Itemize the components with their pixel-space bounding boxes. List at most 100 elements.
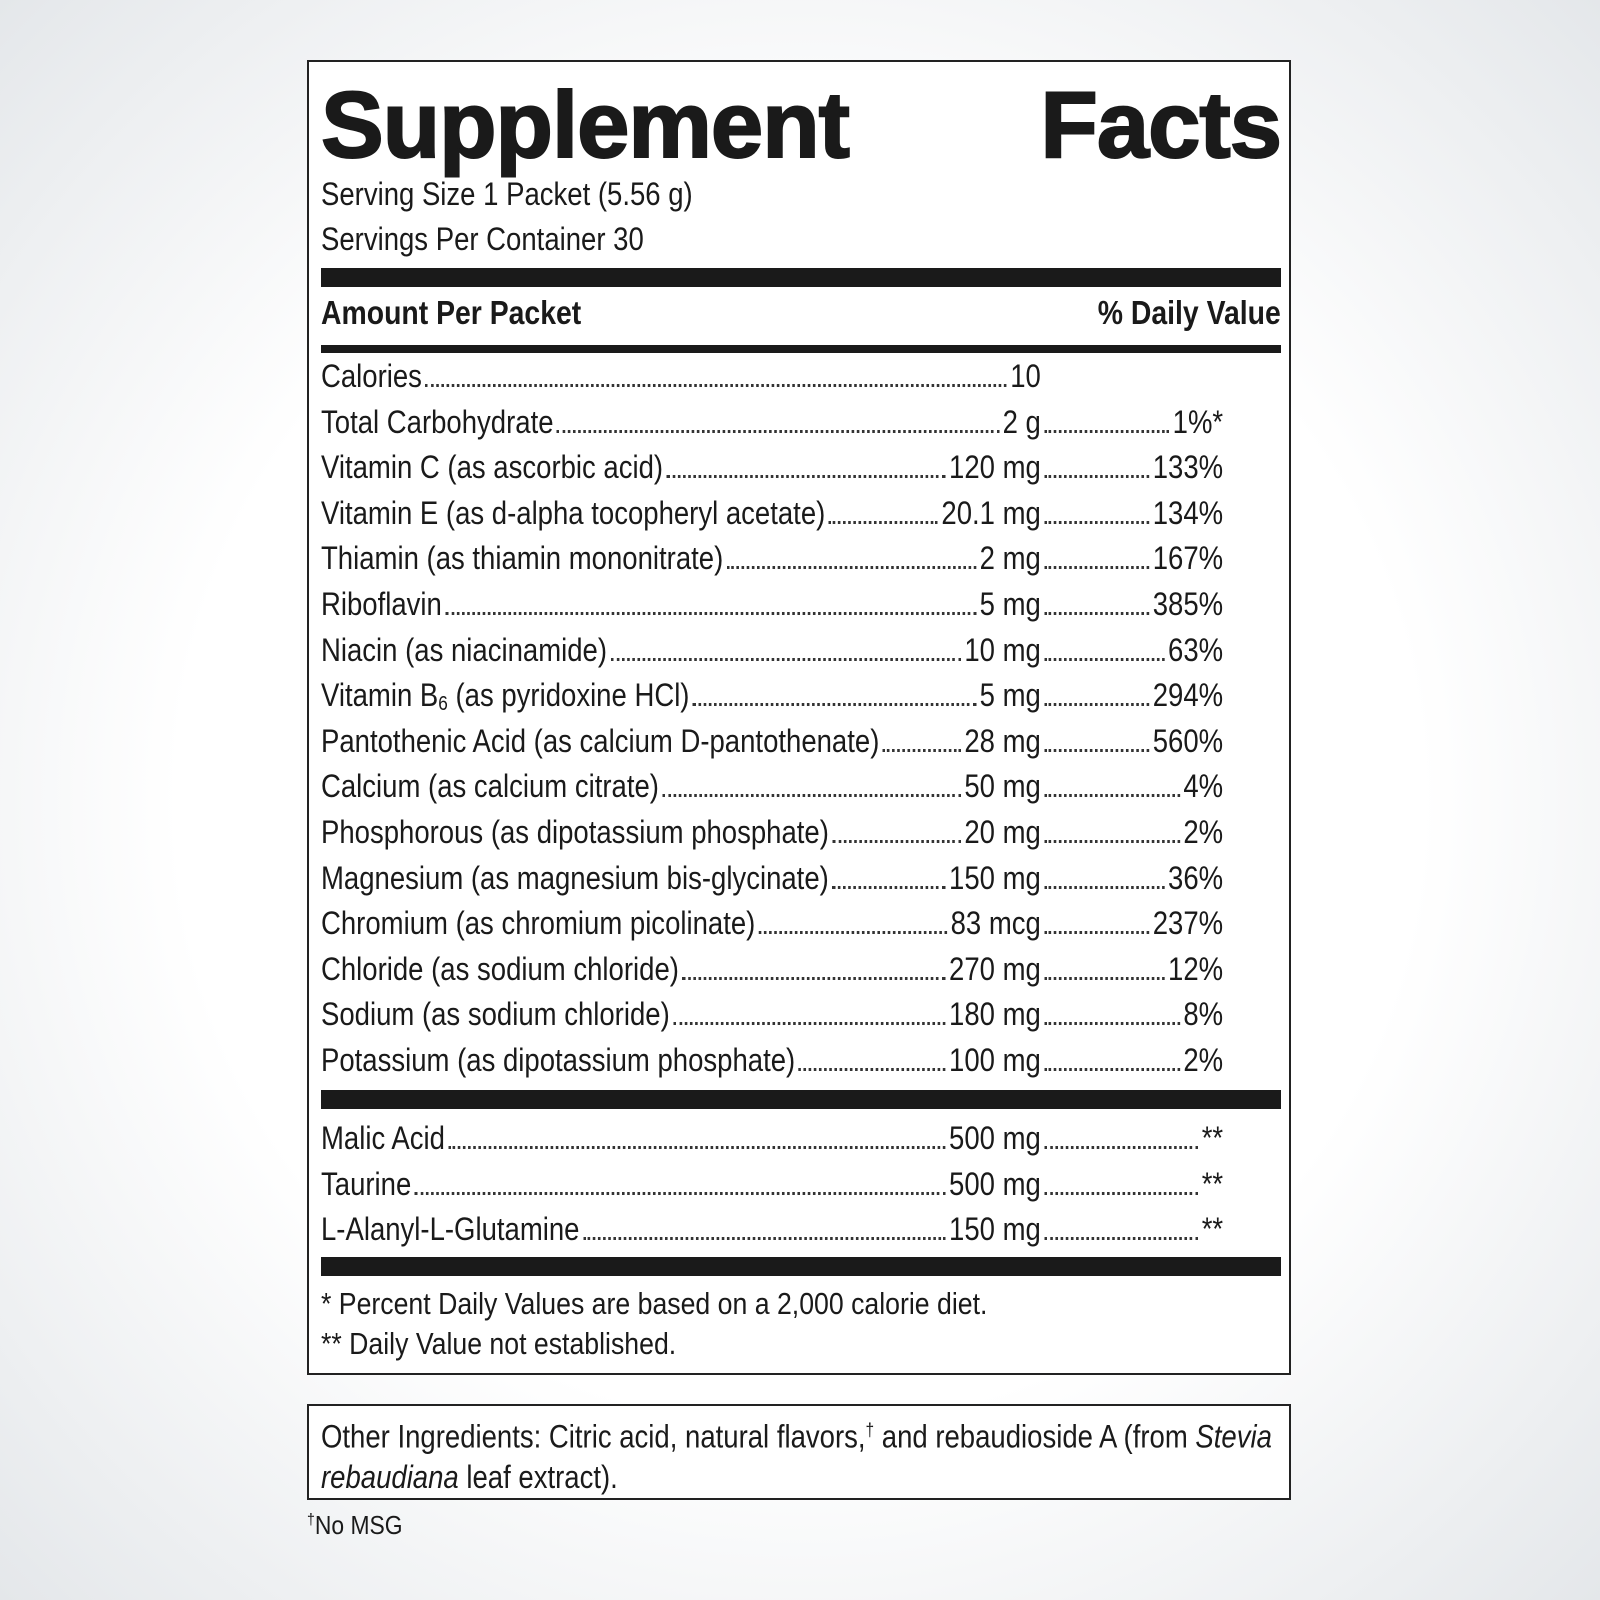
daily-value: **	[1201, 1211, 1224, 1248]
daily-value: 8%	[1183, 996, 1224, 1033]
leader-dots	[692, 703, 977, 707]
nutrient-name-group: Vitamin B6 (as pyridoxine HCl)	[321, 673, 689, 728]
ingredient-text: Other Ingredients: Citric acid, natural …	[321, 1418, 866, 1455]
nutrient-name-group: Total Carbohydrate	[321, 400, 554, 446]
nutrient-name: Thiamin (as thiamin mononitrate)	[321, 540, 724, 577]
daily-value: 294%	[1152, 677, 1224, 714]
leader-dots	[1044, 520, 1150, 524]
nutrient-row: Chromium (as chromium picolinate) 83 mcg 2…	[321, 901, 1281, 947]
leader-dots	[1044, 839, 1180, 843]
ingredient-text: Stevia rebaudiana	[321, 1418, 1272, 1495]
daily-value-heading: % Daily Value	[1097, 294, 1281, 331]
daily-value: 12%	[1168, 950, 1224, 987]
daily-value: 385%	[1152, 585, 1224, 622]
nutrient-name-group: Vitamin C (as ascorbic acid)	[321, 445, 663, 491]
amount: 270 mg	[949, 950, 1041, 987]
nutrient-name-group: Calories	[321, 354, 422, 400]
nutrient-name-group: Thiamin (as thiamin mononitrate)	[321, 536, 723, 582]
daily-value-cell: 237%	[1041, 901, 1223, 947]
nutrient-name-group: Pantothenic Acid (as calcium D-pantothen…	[321, 719, 879, 765]
nutrient-row: Calcium (as calcium citrate) 50 mg 4%	[321, 764, 1281, 810]
other-ingredients: Other Ingredients: Citric acid, natural …	[321, 1410, 1281, 1497]
daily-value-cell: 134%	[1041, 491, 1223, 537]
nutrient-row: Chloride (as sodium chloride) 270 mg 12%	[321, 947, 1281, 993]
leader-dots	[1044, 429, 1170, 433]
nutrient-row: Riboflavin 5 mg 385%	[321, 582, 1281, 628]
daily-value: 237%	[1152, 905, 1224, 942]
nutrient-name-group: Calcium (as calcium citrate)	[321, 764, 659, 810]
other-ingredients-box: Other Ingredients: Citric acid, natural …	[307, 1404, 1291, 1500]
nutrient-name-group: Niacin (as niacinamide)	[321, 628, 607, 674]
nutrient-name: Chloride (as sodium chloride)	[321, 950, 679, 987]
daily-value-cell: 560%	[1041, 719, 1223, 765]
daily-value-cell: 133%	[1041, 445, 1223, 491]
nutrient-name: Vitamin B	[321, 677, 439, 714]
leader-dots	[673, 1022, 946, 1026]
leader-dots	[448, 1146, 946, 1149]
daily-value: 4%	[1183, 768, 1224, 805]
footnote: * Percent Daily Values are based on a 2,…	[321, 1286, 988, 1321]
note-marker: †	[307, 1511, 315, 1529]
amount: 120 mg	[949, 449, 1041, 486]
amount-heading: Amount Per Packet	[321, 294, 582, 331]
nutrient-name-group: Potassium (as dipotassium phosphate)	[321, 1038, 795, 1084]
nutrient-name: Magnesium (as magnesium bis-glycinate)	[321, 859, 829, 896]
nutrient-row: Pantothenic Acid (as calcium D-pantothen…	[321, 719, 1281, 765]
amount: 20.1 mg	[941, 494, 1041, 531]
nutrient-name: Total Carbohydrate	[321, 403, 554, 440]
daily-value: 2%	[1183, 1041, 1224, 1078]
leader-dots	[682, 976, 946, 980]
leader-dots	[828, 520, 938, 524]
nutrient-name: Malic Acid	[321, 1120, 445, 1156]
leader-dots	[1044, 1067, 1180, 1071]
amount: 150 mg	[949, 859, 1041, 896]
nutrient-name-group: Phosphorous (as dipotassium phosphate)	[321, 810, 829, 856]
note-text: No MSG	[314, 1510, 403, 1540]
leader-dots	[1044, 475, 1150, 479]
nutrient-name: Pantothenic Acid (as calcium D-pantothen…	[321, 722, 880, 759]
nutrient-row: Phosphorous (as dipotassium phosphate) 20…	[321, 810, 1281, 856]
daily-value-cell: 36%	[1041, 856, 1223, 902]
leader-dots	[1044, 703, 1150, 707]
nutrient-name: Taurine	[321, 1165, 412, 1202]
nutrient-name-group: Chromium (as chromium picolinate)	[321, 901, 755, 947]
nutrient-row: Vitamin E (as d-alpha tocopheryl acetate…	[321, 491, 1281, 537]
daily-value-cell: 2%	[1041, 810, 1223, 856]
footnote: ** Daily Value not established.	[321, 1326, 677, 1361]
footnotes: * Percent Daily Values are based on a 2,…	[321, 1284, 1281, 1364]
daily-value-cell: **	[1041, 1207, 1223, 1253]
bottom-note: †No MSG	[307, 1510, 403, 1541]
other-active-rows: Malic Acid 500 mg ** Taurine 500 mg ** L-Alany…	[321, 1116, 1281, 1253]
nutrient-name: Sodium (as sodium chloride)	[321, 996, 670, 1033]
amount: 83 mcg	[950, 905, 1041, 942]
daily-value: 133%	[1152, 449, 1224, 486]
nutrient-name: Calcium (as calcium citrate)	[321, 768, 659, 805]
nutrient-row: Thiamin (as thiamin mononitrate) 2 mg 167%	[321, 536, 1281, 582]
leader-dots	[556, 429, 1000, 433]
ingredient-text: leaf extract).	[458, 1458, 618, 1495]
daily-value: 1%*	[1172, 403, 1224, 440]
leader-dots	[832, 885, 946, 889]
leader-dots	[1044, 885, 1165, 889]
leader-dots	[1044, 976, 1165, 980]
thick-rule	[321, 1090, 1281, 1109]
nutrient-name: Potassium (as dipotassium phosphate)	[321, 1041, 796, 1078]
leader-dots	[798, 1067, 946, 1071]
nutrient-name-group: Taurine	[321, 1162, 411, 1208]
leader-dots	[425, 384, 1007, 387]
nutrient-name-group: Vitamin E (as d-alpha tocopheryl acetate…	[321, 491, 825, 537]
leader-dots	[1044, 794, 1180, 798]
nutrient-row: Vitamin B6 (as pyridoxine HCl) 5 mg 294%	[321, 673, 1281, 719]
daily-value: 2%	[1183, 813, 1224, 850]
supplement-facts-panel: Supplement Facts Serving Size 1 Packet (…	[307, 60, 1291, 1375]
daily-value: 560%	[1152, 722, 1224, 759]
amount: 180 mg	[949, 996, 1041, 1033]
nutrient-rows: Calories 10 Total Carbohydrate 2 g 1%* Vitami…	[321, 354, 1281, 1084]
amount: 100 mg	[949, 1041, 1041, 1078]
subscript: 6	[438, 693, 448, 716]
ingredient-text: and rebaudioside A (from	[874, 1418, 1196, 1455]
serving-info: Serving Size 1 Packet (5.56 g) Servings …	[321, 172, 1281, 262]
amount: 28 mg	[964, 722, 1041, 759]
leader-dots	[1044, 1022, 1180, 1026]
daily-value-cell: 8%	[1041, 992, 1223, 1038]
